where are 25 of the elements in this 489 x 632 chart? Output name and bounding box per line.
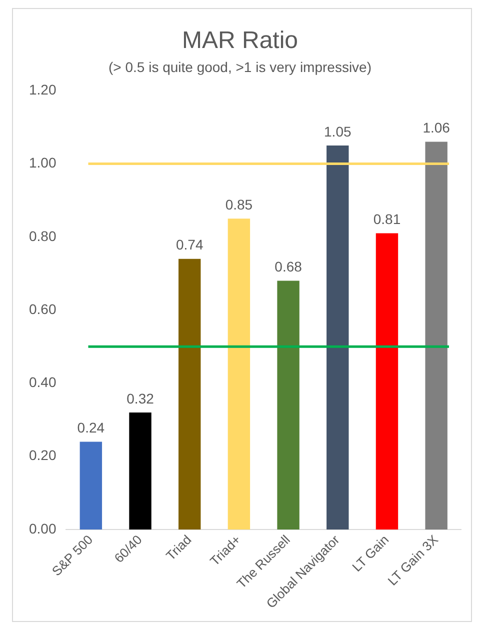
- data-label: 0.68: [274, 258, 302, 275]
- bar: [80, 442, 102, 530]
- y-tick-label: 1.20: [29, 81, 56, 98]
- y-tick-label: 0.20: [29, 447, 56, 464]
- y-tick-label: 1.00: [29, 154, 56, 171]
- bar: [376, 233, 398, 530]
- data-label: 0.24: [77, 420, 105, 436]
- bar: [277, 280, 300, 530]
- y-tick-label: 0.60: [29, 300, 56, 317]
- bar: [326, 145, 349, 530]
- data-label: 1.05: [324, 123, 352, 140]
- chart-subtitle: (> 0.5 is quite good, >1 is very impressive): [108, 59, 372, 76]
- data-label: 1.06: [422, 120, 450, 136]
- data-label: 0.74: [176, 236, 204, 253]
- bar: [228, 218, 250, 530]
- data-label: 0.81: [373, 211, 401, 228]
- data-label: 0.85: [225, 196, 253, 212]
- y-tick-label: 0.40: [29, 374, 56, 390]
- bar: [129, 412, 152, 530]
- chart-title: MAR Ratio: [182, 27, 298, 54]
- y-tick-label: 0.80: [29, 228, 56, 244]
- bar: [178, 258, 201, 530]
- bar: [425, 142, 448, 530]
- x-tick-label: LT Gain: [349, 532, 392, 575]
- data-label: 0.32: [126, 390, 154, 406]
